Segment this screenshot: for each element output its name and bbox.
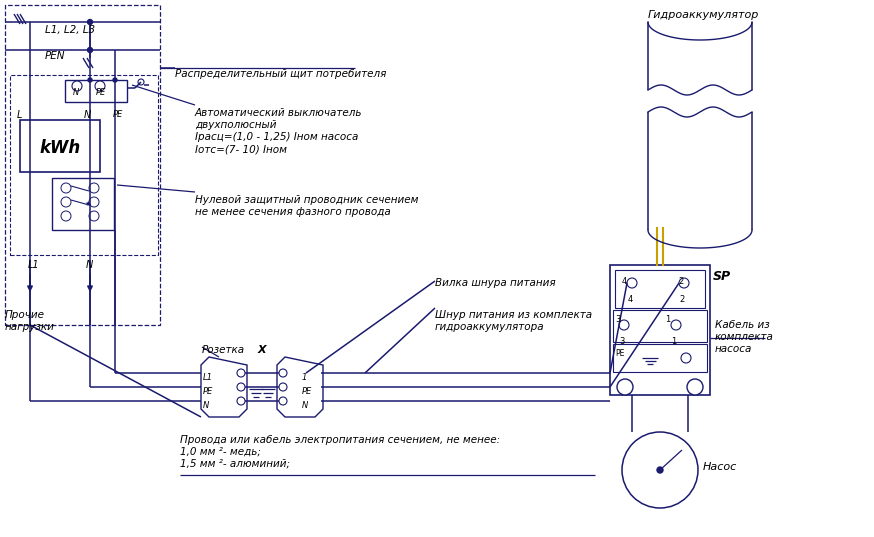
Text: 3: 3	[620, 337, 625, 346]
Bar	[613, 344, 707, 372]
Text: 3: 3	[615, 315, 621, 324]
Text: kWh: kWh	[39, 139, 80, 157]
Text: насоса: насоса	[715, 344, 753, 354]
Text: Вилка шнура питания: Вилка шнура питания	[435, 278, 556, 288]
Circle shape	[622, 432, 698, 508]
Text: 1: 1	[665, 315, 670, 324]
Bar	[5, 5, 160, 325]
Text: Прочие
нагрузки: Прочие нагрузки	[5, 310, 55, 332]
Text: L1, L2, L3: L1, L2, L3	[45, 25, 95, 35]
Text: 4: 4	[628, 295, 633, 304]
Text: N: N	[86, 260, 94, 270]
Text: Розетка: Розетка	[202, 345, 245, 355]
Circle shape	[89, 183, 99, 193]
Text: N: N	[73, 88, 80, 97]
Circle shape	[617, 379, 633, 395]
Text: Распределительный щит потребителя: Распределительный щит потребителя	[175, 69, 386, 79]
Text: PE: PE	[615, 349, 624, 358]
Circle shape	[687, 379, 703, 395]
Text: SP: SP	[713, 270, 732, 283]
Text: N: N	[84, 110, 91, 120]
Text: 2: 2	[678, 277, 683, 286]
Circle shape	[138, 79, 144, 85]
Text: 1,0 мм ²- медь;: 1,0 мм ²- медь;	[180, 447, 260, 457]
Bar	[10, 75, 158, 255]
Circle shape	[237, 369, 245, 377]
Text: PE: PE	[203, 387, 213, 396]
Circle shape	[679, 278, 689, 288]
Circle shape	[72, 81, 82, 91]
Circle shape	[61, 211, 71, 221]
Text: Автоматический выключатель: Автоматический выключатель	[195, 108, 363, 118]
Text: 1: 1	[302, 373, 308, 382]
Text: N: N	[203, 401, 209, 410]
Text: PE: PE	[113, 110, 123, 119]
Text: Нулевой защитный проводник сечением: Нулевой защитный проводник сечением	[195, 195, 419, 205]
Circle shape	[279, 369, 287, 377]
Text: L: L	[17, 110, 22, 120]
Text: Гидроаккумулятор: Гидроаккумулятор	[648, 10, 760, 20]
Text: 2: 2	[679, 295, 684, 304]
Bar	[613, 310, 707, 342]
Text: Провода или кабель электропитания сечением, не менее:: Провода или кабель электропитания сечени…	[180, 435, 500, 445]
Circle shape	[61, 197, 71, 207]
Text: PE: PE	[96, 88, 107, 97]
Bar	[20, 120, 100, 172]
Circle shape	[95, 81, 105, 91]
Circle shape	[113, 78, 117, 82]
Circle shape	[87, 47, 93, 53]
Circle shape	[87, 19, 93, 25]
Text: 1: 1	[671, 337, 676, 346]
Text: 1,5 мм ²- алюминий;: 1,5 мм ²- алюминий;	[180, 459, 290, 469]
Text: Насос: Насос	[703, 462, 738, 472]
Text: N: N	[302, 401, 309, 410]
Bar	[52, 178, 114, 230]
Text: 4: 4	[622, 277, 628, 286]
Text: гидроаккумулятора: гидроаккумулятора	[435, 322, 545, 332]
Circle shape	[237, 397, 245, 405]
Circle shape	[61, 183, 71, 193]
Text: двухполюсный: двухполюсный	[195, 120, 276, 130]
Text: X: X	[258, 345, 267, 355]
Bar	[615, 270, 705, 308]
Circle shape	[627, 278, 637, 288]
Text: Iрасц=(1,0 - 1,25) Iном насоса: Iрасц=(1,0 - 1,25) Iном насоса	[195, 132, 358, 142]
Circle shape	[657, 467, 663, 473]
Text: L1: L1	[203, 373, 213, 382]
Circle shape	[279, 383, 287, 391]
Circle shape	[237, 383, 245, 391]
Circle shape	[89, 211, 99, 221]
Text: Кабель из: Кабель из	[715, 320, 770, 330]
Text: Iотс=(7- 10) Iном: Iотс=(7- 10) Iном	[195, 144, 287, 154]
Bar	[65, 80, 127, 102]
Text: PE: PE	[302, 387, 312, 396]
Circle shape	[279, 397, 287, 405]
Bar	[610, 265, 710, 395]
Text: L1: L1	[28, 260, 39, 270]
Text: PEN: PEN	[45, 51, 66, 61]
Circle shape	[619, 320, 629, 330]
Text: комплекта: комплекта	[715, 332, 773, 342]
Circle shape	[671, 320, 681, 330]
Text: Шнур питания из комплекта: Шнур питания из комплекта	[435, 310, 592, 320]
Circle shape	[89, 197, 99, 207]
Circle shape	[88, 78, 92, 82]
Text: не менее сечения фазного провода: не менее сечения фазного провода	[195, 207, 391, 217]
Circle shape	[681, 353, 691, 363]
